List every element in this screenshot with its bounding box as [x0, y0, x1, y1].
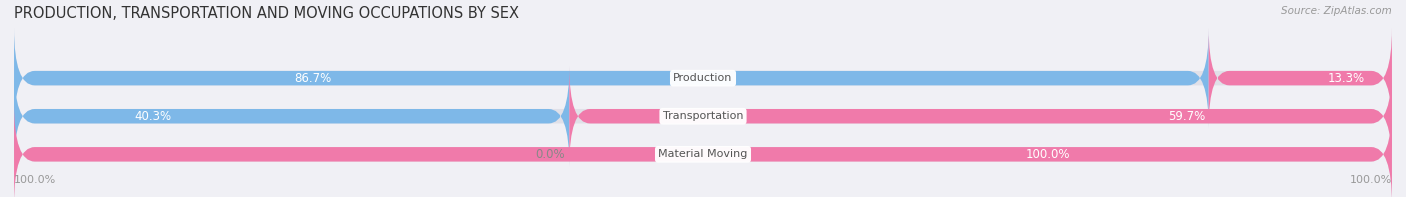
FancyBboxPatch shape — [14, 104, 1392, 197]
FancyBboxPatch shape — [14, 28, 1209, 128]
Text: 59.7%: 59.7% — [1167, 110, 1205, 123]
Text: Transportation: Transportation — [662, 111, 744, 121]
FancyBboxPatch shape — [14, 66, 1392, 166]
Text: Production: Production — [673, 73, 733, 83]
Text: 100.0%: 100.0% — [1025, 148, 1070, 161]
Text: Source: ZipAtlas.com: Source: ZipAtlas.com — [1281, 6, 1392, 16]
Text: PRODUCTION, TRANSPORTATION AND MOVING OCCUPATIONS BY SEX: PRODUCTION, TRANSPORTATION AND MOVING OC… — [14, 6, 519, 21]
Text: 86.7%: 86.7% — [294, 72, 332, 85]
FancyBboxPatch shape — [14, 66, 569, 166]
Text: 100.0%: 100.0% — [14, 175, 56, 185]
FancyBboxPatch shape — [1209, 28, 1392, 128]
FancyBboxPatch shape — [14, 28, 1392, 128]
Text: 100.0%: 100.0% — [1350, 175, 1392, 185]
Text: 40.3%: 40.3% — [135, 110, 172, 123]
Text: 0.0%: 0.0% — [536, 148, 565, 161]
FancyBboxPatch shape — [14, 104, 1392, 197]
Text: Material Moving: Material Moving — [658, 149, 748, 159]
Text: 13.3%: 13.3% — [1327, 72, 1365, 85]
FancyBboxPatch shape — [569, 66, 1392, 166]
